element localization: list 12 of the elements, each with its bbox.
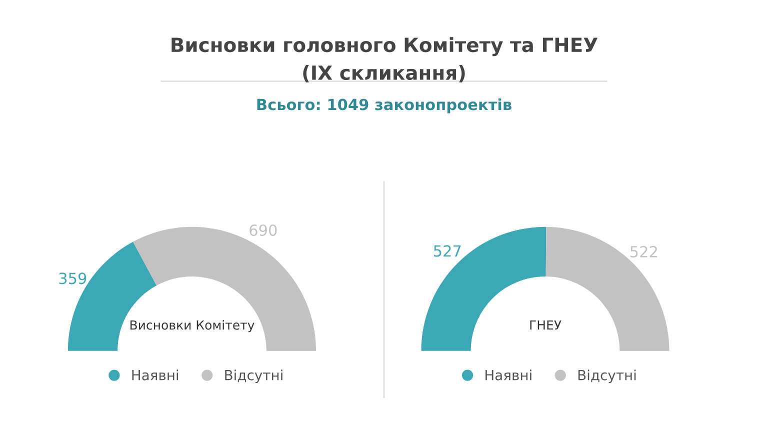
legend-label: Наявні	[486, 370, 532, 380]
data-label: 359	[59, 272, 86, 284]
data-label: 527	[434, 245, 461, 257]
text: Висновки головного Комітету та ГНЕУ (IX скликання)	[172, 37, 598, 82]
data-label: 522	[630, 246, 657, 258]
legend-label: Наявні	[132, 370, 178, 380]
text: Всього: 1049 законопроектів	[257, 98, 512, 114]
text: ГНЕУ	[530, 320, 562, 330]
legend-label: Відсутні	[578, 370, 636, 384]
legend-label: Відсутні	[225, 370, 282, 384]
text: Висновки Комітету	[130, 320, 254, 332]
data-label: 690	[250, 224, 277, 236]
